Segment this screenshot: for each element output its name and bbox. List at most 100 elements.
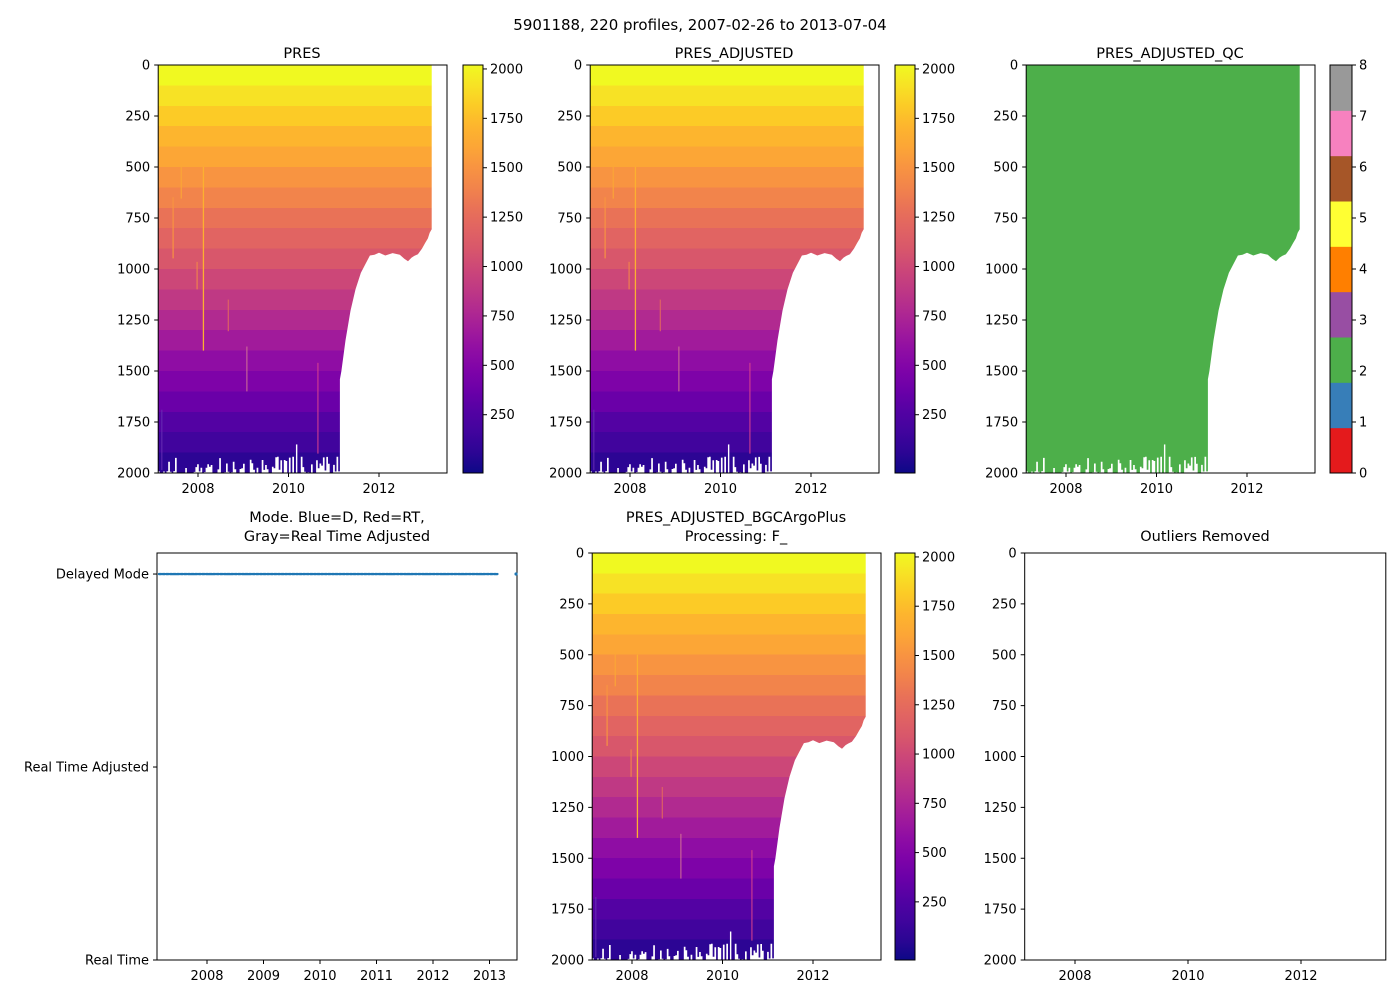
y-tick-label: 0: [574, 59, 582, 74]
y-tick-label: 250: [993, 110, 1018, 125]
colorbar-tick-label: 8: [1359, 59, 1367, 74]
x-tick-label: 2012: [794, 482, 827, 497]
colorbar-tick-label: 250: [490, 408, 515, 423]
panel-title-bgc: PRES_ADJUSTED_BGCArgoPlus Processing: F_: [625, 510, 847, 545]
x-tick-label: 2012: [1284, 969, 1317, 984]
panel-bgc: 2008 2010 2012 0 250 500 750 1000 1250 1500 1750 20…: [551, 547, 955, 985]
x-tick-label: 2008: [190, 969, 223, 984]
colorbar-tick-label: 1000: [922, 260, 955, 275]
y-tick-label: 750: [559, 699, 584, 714]
anomaly-streak: [751, 850, 753, 941]
y-tick-label: 500: [993, 161, 1018, 176]
anomaly-streak: [604, 197, 606, 259]
y-tick-label: 1000: [549, 263, 582, 278]
colorbar-tick-label: 500: [922, 359, 947, 374]
qc-mesh-region: [1026, 65, 1300, 473]
colorbar-tick-label: 250: [922, 408, 947, 423]
x-tick-label: 2012: [416, 969, 449, 984]
colorbar-tick-label: 1750: [490, 112, 523, 127]
panel-title-pres: PRES: [283, 46, 321, 62]
colorbar-tick-label: 500: [490, 359, 515, 374]
colorbar-tick-label: 1: [1359, 416, 1367, 431]
anomaly-streak: [614, 654, 616, 687]
anomaly-streak: [202, 167, 205, 351]
colorbar-tick-label: 750: [922, 309, 947, 324]
y-tick-label: 0: [576, 547, 584, 562]
y-tick-label: 2000: [549, 467, 582, 482]
x-tick-label: 2010: [1171, 969, 1204, 984]
colorbar-tick-label: 1000: [922, 748, 955, 763]
anomaly-streak: [196, 261, 198, 290]
anomaly-streak: [227, 299, 229, 332]
qc-colorbar-segment: [1330, 337, 1352, 383]
y-tick-label: 1250: [985, 314, 1018, 329]
y-tick-label: 2000: [984, 954, 1017, 969]
anomaly-streak: [606, 684, 608, 746]
y-tick-label: 750: [557, 212, 582, 227]
anomaly-streak: [634, 167, 637, 351]
white-gap-streak: [729, 931, 732, 960]
colorbar-tick-label: 7: [1359, 110, 1367, 125]
y-tick-label: 1500: [549, 365, 582, 380]
colorbar-tick-label: 2000: [922, 62, 955, 77]
colorbar: [894, 64, 916, 474]
anomaly-streak: [161, 409, 163, 470]
y-category-label: Delayed Mode: [56, 568, 149, 583]
y-tick-label: 1500: [551, 852, 584, 867]
colorbar-tick-label: 1500: [922, 161, 955, 176]
x-tick-label: 2010: [1140, 482, 1173, 497]
colorbar-tick-label: 1250: [490, 211, 523, 226]
y-tick-label: 1750: [985, 416, 1018, 431]
y-tick-label: 1250: [117, 314, 150, 329]
x-tick-label: 2012: [796, 969, 829, 984]
qc-colorbar-segment: [1330, 291, 1352, 338]
x-tick-label: 2010: [272, 482, 305, 497]
colorbar: [894, 552, 916, 961]
x-tick-label: 2012: [1230, 482, 1263, 497]
qc-colorbar-segment: [1330, 110, 1352, 157]
qc-colorbar-segment: [1330, 155, 1352, 202]
colorbar-tick-label: 1250: [922, 211, 955, 226]
x-tick-label: 2009: [247, 969, 280, 984]
x-tick-label: 2008: [181, 482, 214, 497]
pressure-mesh-region: [158, 65, 432, 473]
anomaly-streak: [172, 197, 174, 259]
anomaly-streak: [661, 787, 663, 819]
anomaly-streak: [246, 346, 248, 392]
y-tick-label: 250: [557, 110, 582, 125]
y-tick-label: 0: [1008, 547, 1016, 562]
anomaly-streak: [636, 654, 639, 838]
x-tick-label: 2008: [613, 482, 646, 497]
y-tick-label: 1250: [984, 801, 1017, 816]
colorbar-tick-label: 6: [1359, 161, 1367, 176]
y-tick-label: 500: [559, 648, 584, 663]
y-tick-label: 1250: [549, 314, 582, 329]
x-tick-label: 2008: [615, 969, 648, 984]
y-category-label: Real Time Adjusted: [24, 761, 149, 776]
x-tick-label: 2013: [473, 969, 506, 984]
colorbar-tick-label: 1750: [922, 600, 955, 615]
anomaly-streak: [659, 299, 661, 332]
anomaly-streak: [749, 362, 751, 454]
colorbar-tick-label: 3: [1359, 314, 1367, 329]
y-tick-label: 1000: [985, 263, 1018, 278]
axes-frame: [1024, 552, 1387, 961]
pressure-mesh-region: [592, 553, 866, 960]
colorbar-tick-label: 2000: [922, 550, 955, 565]
y-tick-label: 250: [559, 597, 584, 612]
qc-colorbar-segment: [1330, 201, 1352, 247]
qc-colorbar-segment: [1330, 246, 1352, 293]
colorbar-tick-label: 2: [1359, 365, 1367, 380]
qc-colorbar-segment: [1330, 382, 1352, 429]
x-tick-label: 2010: [303, 969, 336, 984]
panel-pres_adjusted: 2008 2010 2012 0 250 500 750 1000 1250 1500 1750 20…: [549, 59, 955, 498]
colorbar-tick-label: 4: [1359, 263, 1367, 278]
qc-colorbar-segment: [1330, 427, 1352, 474]
panel-mode: 2008 2009 2010 2011 2012 2013 Real Time Real Ti…: [24, 552, 518, 984]
x-tick-label: 2008: [1058, 969, 1091, 984]
y-tick-label: 1500: [117, 365, 150, 380]
colorbar-tick-label: 750: [490, 309, 515, 324]
anomaly-streak: [678, 346, 680, 392]
y-tick-label: 500: [557, 161, 582, 176]
